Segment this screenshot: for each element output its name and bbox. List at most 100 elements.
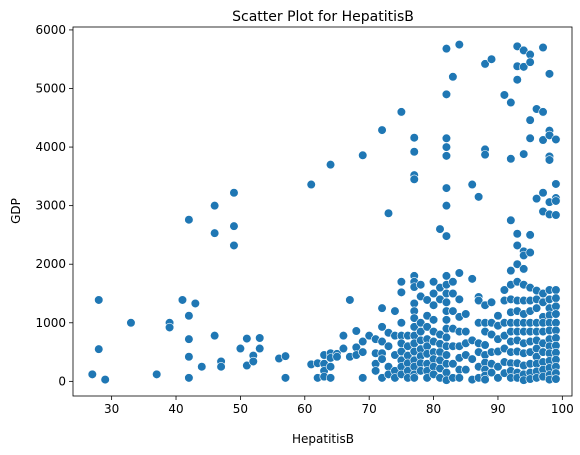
- x-tick-label: 30: [104, 402, 119, 416]
- x-tick-label: 70: [362, 402, 377, 416]
- data-point: [551, 318, 561, 328]
- data-point: [441, 350, 452, 360]
- data-point: [551, 179, 561, 189]
- data-point: [461, 326, 471, 337]
- data-point: [551, 333, 561, 343]
- y-tick-label: 4000: [35, 140, 66, 154]
- data-point: [448, 277, 458, 287]
- data-point: [383, 341, 394, 351]
- data-point: [428, 288, 439, 299]
- data-point: [87, 369, 97, 379]
- data-point: [358, 373, 368, 383]
- data-point: [512, 41, 522, 51]
- data-point: [454, 294, 464, 304]
- data-point: [467, 179, 477, 190]
- data-point: [248, 356, 258, 367]
- y-tick-label: 5000: [35, 82, 66, 96]
- data-point: [551, 374, 561, 384]
- data-point: [506, 215, 516, 225]
- data-point: [242, 334, 252, 344]
- data-point: [486, 329, 497, 340]
- data-point: [551, 196, 561, 206]
- data-point: [551, 210, 561, 220]
- data-point: [499, 90, 509, 100]
- data-point: [525, 115, 535, 125]
- data-point: [499, 285, 509, 295]
- y-axis-label: GDP: [9, 198, 23, 224]
- data-point: [409, 373, 419, 383]
- data-point: [377, 322, 387, 332]
- data-point: [441, 89, 452, 99]
- data-point: [235, 343, 246, 354]
- data-point: [396, 107, 406, 117]
- data-point: [551, 134, 561, 145]
- data-point: [390, 306, 400, 316]
- data-point: [396, 318, 406, 328]
- y-tick-label: 0: [58, 374, 66, 388]
- data-point: [544, 130, 555, 140]
- data-point: [184, 334, 194, 344]
- data-point: [461, 350, 471, 360]
- data-point: [461, 309, 471, 319]
- data-point: [409, 298, 419, 309]
- data-point: [409, 174, 419, 184]
- data-point: [525, 49, 535, 60]
- data-point: [480, 340, 490, 350]
- data-point: [377, 125, 387, 135]
- data-point: [100, 375, 110, 385]
- data-point: [551, 285, 561, 295]
- data-point: [525, 230, 535, 240]
- data-point: [325, 160, 336, 170]
- data-point: [229, 188, 239, 198]
- data-point: [280, 373, 291, 383]
- data-point: [480, 375, 490, 385]
- data-point: [255, 333, 265, 343]
- data-point: [441, 315, 452, 325]
- data-point: [358, 347, 368, 357]
- data-point: [474, 295, 484, 306]
- y-tick-label: 6000: [35, 23, 66, 37]
- data-point: [371, 366, 381, 376]
- data-point: [531, 194, 542, 204]
- data-point: [519, 149, 529, 159]
- data-point: [525, 57, 535, 67]
- data-point: [325, 373, 336, 383]
- data-point: [519, 62, 529, 72]
- data-point: [428, 277, 439, 287]
- data-point: [544, 155, 555, 165]
- data-point: [499, 331, 509, 341]
- data-point: [493, 373, 503, 383]
- data-point: [538, 135, 548, 145]
- data-point: [551, 301, 561, 311]
- data-point: [229, 240, 239, 251]
- data-point: [184, 215, 194, 225]
- y-tick-label: 1000: [35, 316, 66, 330]
- data-point: [377, 303, 387, 313]
- data-point: [512, 259, 522, 269]
- x-tick-label: 60: [297, 402, 312, 416]
- data-point: [306, 179, 316, 190]
- data-point: [325, 362, 336, 372]
- data-point: [519, 45, 529, 56]
- data-point: [428, 315, 439, 325]
- data-point: [184, 311, 194, 321]
- data-point: [544, 69, 555, 79]
- data-point: [525, 133, 535, 143]
- data-point: [242, 360, 252, 371]
- data-point: [525, 247, 535, 258]
- data-point: [338, 331, 349, 341]
- data-point: [435, 363, 445, 374]
- data-point: [441, 151, 452, 161]
- data-point: [538, 107, 548, 117]
- data-point: [396, 287, 406, 297]
- data-point: [126, 318, 136, 328]
- data-point: [506, 154, 516, 164]
- data-point: [332, 352, 342, 362]
- data-point: [210, 201, 220, 211]
- data-point: [422, 311, 432, 321]
- data-point: [383, 208, 394, 218]
- data-point: [338, 343, 349, 354]
- data-point: [512, 229, 522, 239]
- data-point: [229, 221, 239, 231]
- data-point: [551, 309, 561, 319]
